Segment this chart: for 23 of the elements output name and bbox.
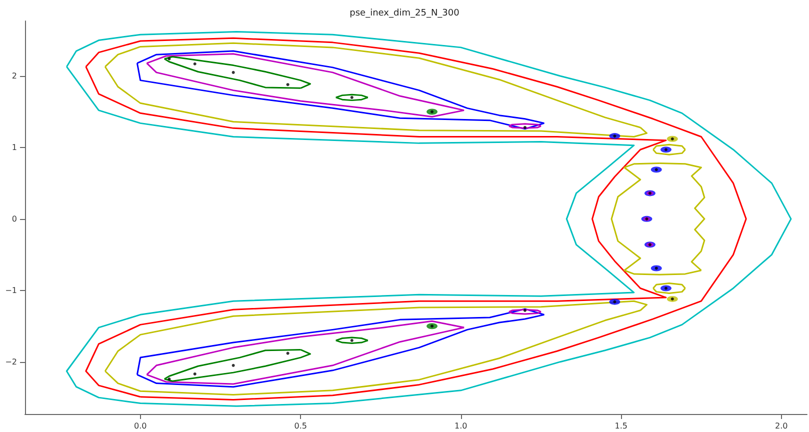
y-tick-label: 0 [12, 214, 17, 224]
point [350, 96, 354, 99]
point [193, 372, 196, 376]
chart-title: pse_inex_dim_25_N_300 [350, 8, 460, 18]
point [232, 364, 235, 367]
y-tick-label: −2 [5, 357, 17, 366]
point [232, 70, 235, 74]
x-tick-label: 2.0 [774, 422, 788, 430]
y-tick-label: 1 [12, 142, 17, 152]
point [523, 126, 526, 129]
x-tick-label: 1.0 [454, 422, 468, 430]
point [523, 308, 526, 312]
x-tick-label: 0.0 [134, 422, 147, 430]
x-tick-label: 0.5 [294, 422, 307, 430]
y-tick-label: −1 [5, 286, 17, 295]
x-tick-label: 1.5 [614, 422, 628, 430]
point [193, 62, 196, 66]
point [350, 338, 354, 342]
point [168, 377, 171, 380]
point [168, 57, 171, 60]
point [286, 352, 290, 355]
y-tick-label: 2 [12, 72, 17, 81]
point [286, 83, 290, 86]
